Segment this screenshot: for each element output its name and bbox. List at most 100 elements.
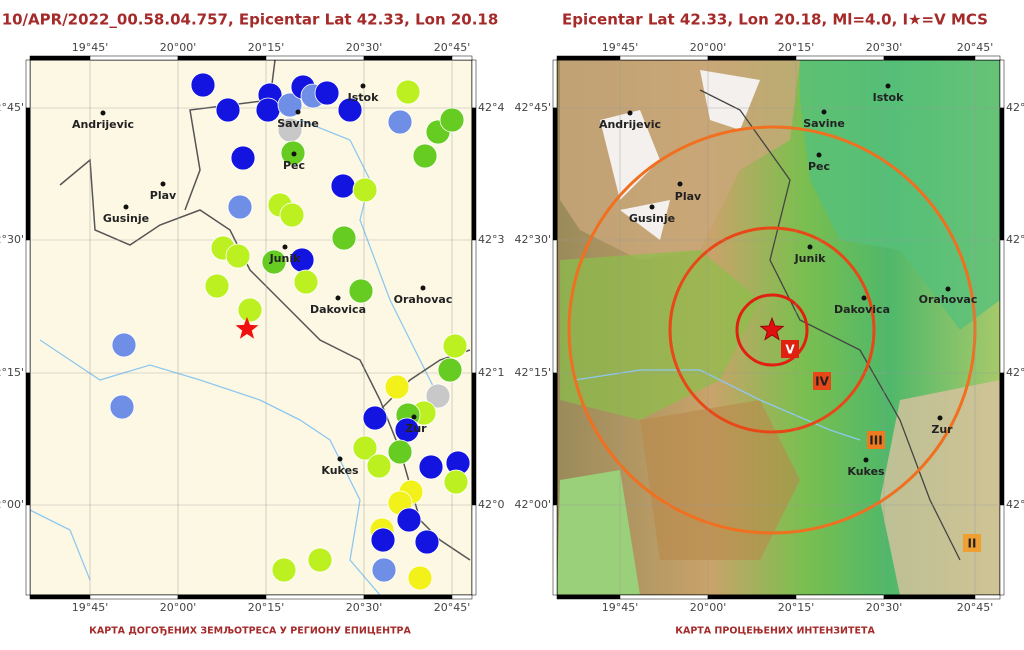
event-dot: [215, 97, 241, 123]
events: [109, 72, 471, 591]
town-label: Junik: [269, 252, 302, 265]
frame-segment: [25, 504, 31, 596]
event-dot: [407, 565, 433, 591]
event-dot: [111, 332, 137, 358]
frame-segment: [265, 55, 365, 61]
event-dot: [230, 145, 256, 171]
y-tick-label: 42°00': [514, 498, 551, 511]
town-dot: [160, 181, 166, 187]
town-label: Andrijevic: [599, 118, 661, 131]
town-dot: [861, 295, 867, 301]
town-label: Dakovica: [834, 303, 890, 316]
event-dot: [204, 273, 230, 299]
frame-segment: [552, 107, 558, 241]
event-dot: [439, 107, 465, 133]
y-tick-label: 42°1: [1006, 366, 1024, 379]
frame-segment: [999, 107, 1005, 241]
x-tick-label: 20°00': [160, 41, 197, 54]
frame-segment: [552, 372, 558, 506]
town-dot: [945, 286, 951, 292]
frame-segment: [29, 594, 91, 600]
frame-segment: [451, 594, 473, 600]
frame-segment: [999, 504, 1005, 596]
x-tick-label: 20°00': [690, 601, 727, 614]
x-tick-label: 20°45': [957, 41, 994, 54]
x-tick-label: 19°45': [602, 41, 639, 54]
frame-segment: [25, 239, 31, 374]
frame-segment: [471, 107, 477, 241]
epicenter: [235, 317, 259, 339]
town-dot: [295, 109, 301, 115]
frame-segment: [471, 504, 477, 596]
y-tick-label: 42°15': [514, 366, 551, 379]
frame-segment: [974, 55, 1001, 61]
y-tick-label: 42°4: [1006, 101, 1024, 114]
frame-segment: [25, 59, 31, 109]
event-dot: [190, 72, 216, 98]
y-tick-label: 42°3: [1006, 233, 1024, 246]
town-label: Zur: [931, 423, 953, 436]
event-dot: [314, 80, 340, 106]
y-tick-label: 42°00': [0, 498, 24, 511]
town-label: Plav: [675, 190, 702, 203]
event-dot: [442, 333, 468, 359]
x-tick-label: 20°15': [778, 601, 815, 614]
event-dot: [370, 527, 396, 553]
intensity-box: [867, 431, 885, 449]
frame-segment: [471, 239, 477, 374]
frame-segment: [795, 55, 885, 61]
event-dot: [227, 194, 253, 220]
event-dot: [271, 557, 297, 583]
town-dot: [807, 244, 813, 250]
frame-segment: [552, 59, 558, 109]
event-dot: [331, 225, 357, 251]
event-dot: [437, 357, 463, 383]
town-label: Pec: [283, 159, 305, 172]
event-dot: [279, 202, 305, 228]
x-tick-label: 19°45': [72, 601, 109, 614]
frame-segment: [999, 239, 1005, 374]
town-label: Kukes: [847, 465, 885, 478]
town-dot: [337, 456, 343, 462]
y-tick-label: 42°45': [0, 101, 24, 114]
town-dot: [627, 110, 633, 116]
epicenter: [759, 316, 785, 341]
event-dot: [371, 557, 397, 583]
x-tick-label: 20°30': [866, 601, 903, 614]
y-tick-label: 42°1: [478, 366, 505, 379]
x-tick-label: 20°00': [690, 41, 727, 54]
x-tick-label: 20°30': [346, 41, 383, 54]
town-dot: [335, 295, 341, 301]
frame-segment: [974, 594, 1001, 600]
x-tick-label: 20°30': [346, 601, 383, 614]
town-label: Gusinje: [629, 212, 675, 225]
frame-segment: [883, 594, 976, 600]
event-dot: [307, 547, 333, 573]
frame-segment: [619, 55, 709, 61]
frame-segment: [25, 372, 31, 506]
town-dot: [885, 83, 891, 89]
x-tick-label: 20°30': [866, 41, 903, 54]
event-dot: [396, 507, 422, 533]
town-dot: [816, 152, 822, 158]
town-label: Orahovac: [394, 293, 453, 306]
x-tick-label: 20°45': [434, 41, 471, 54]
frame-segment: [556, 55, 621, 61]
town-label: Istok: [348, 91, 379, 104]
town-dot: [411, 414, 417, 420]
town-dot: [937, 415, 943, 421]
frame-segment: [619, 594, 709, 600]
event-dot: [414, 529, 440, 555]
y-tick-label: 42°0: [478, 498, 505, 511]
x-tick-label: 20°15': [778, 41, 815, 54]
event-dot: [261, 249, 287, 275]
y-tick-label: 42°0: [1006, 498, 1024, 511]
frames: 19°45' 19°45' 20°00' 20°00' 20°15' 20°15' 20°3…: [0, 41, 1024, 614]
town-label: Istok: [873, 91, 904, 104]
town-dot: [821, 109, 827, 115]
frame-segment: [363, 594, 453, 600]
frame-segment: [795, 594, 885, 600]
town-label: Andrijevic: [72, 118, 134, 131]
town-label: Savine: [803, 117, 845, 130]
